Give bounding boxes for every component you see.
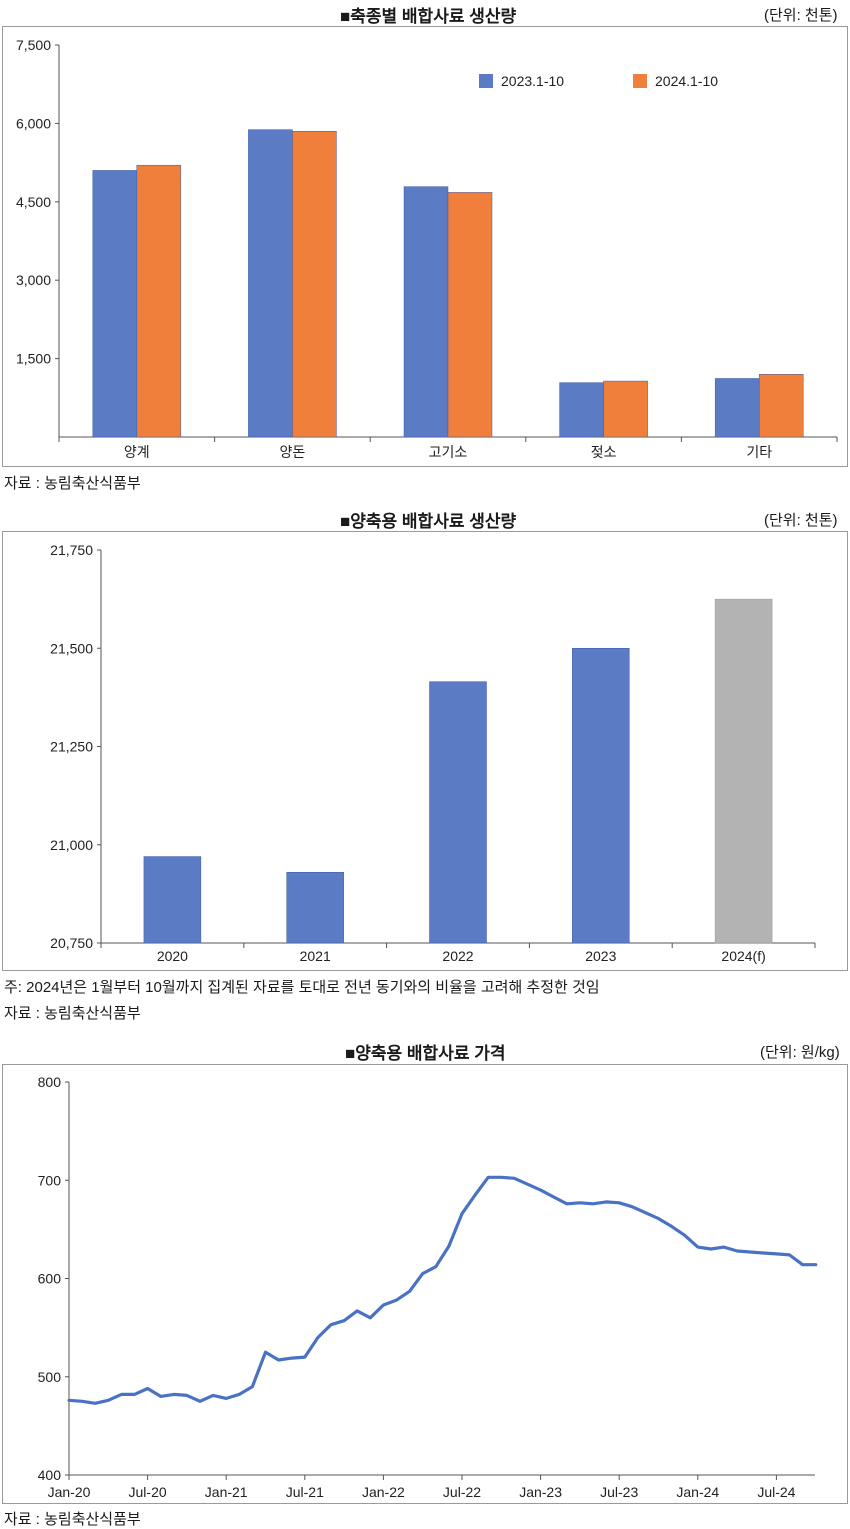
chart1-legend-swatch [479, 74, 493, 88]
chart2-panel: 20,750 21,000 21,250 21,500 21,750 2020 2021 20… [2, 531, 848, 971]
chart3-y-tick-label: 800 [38, 1074, 62, 1090]
chart3-unit: (단위: 원/kg) [760, 1044, 840, 1061]
chart3-x-tick-label: Jan-23 [519, 1484, 562, 1500]
chart1-legend-swatch [633, 74, 647, 88]
chart2-x-tick-label: 2022 [442, 948, 473, 964]
chart1-x-tick-label: 기타 [746, 444, 772, 460]
chart1-x-tick-label: 고기소 [429, 444, 468, 460]
chart1-bar [714, 378, 760, 438]
chart1-y-tick-label: 7,500 [16, 37, 51, 53]
chart1-x-tick-label: 양돈 [280, 444, 306, 460]
chart3-series-line [67, 1175, 818, 1405]
chart1-y-tick-label: 4,500 [16, 194, 51, 210]
chart1-y-tick-label: 1,500 [16, 351, 51, 367]
chart3-y-tick-label: 400 [38, 1467, 62, 1483]
chart2-y-tick-label: 21,250 [50, 739, 93, 755]
chart1-bar [92, 170, 138, 438]
chart1-source: 자료 : 농림축산식품부 [4, 475, 141, 492]
chart3-title: ■양축용 배합사료 가격 [345, 1044, 506, 1063]
chart3-y-tick-label: 500 [38, 1369, 62, 1385]
chart1-legend-label: 2024.1-10 [655, 73, 718, 89]
chart1-panel: 1,500 3,000 4,500 6,000 7,500 양계 양돈 고기소 젖소 기타 2023… [2, 26, 848, 467]
chart3-y-tick-label: 600 [38, 1271, 62, 1287]
chart2-x-tick-label: 2023 [585, 948, 616, 964]
chart3-x-tick-label: Jul-20 [129, 1484, 167, 1500]
chart1-bar [403, 186, 449, 438]
chart1-bar [758, 374, 804, 438]
chart1-y-tick-label: 3,000 [16, 272, 51, 288]
chart1-x-tick-label: 양계 [124, 444, 150, 460]
chart3-x-tick-label: Jul-23 [600, 1484, 638, 1500]
chart2-y-tick-label: 21,750 [50, 542, 93, 558]
chart3-x-tick-label: Jul-24 [757, 1484, 795, 1500]
chart3-panel: 400 500 600 700 800 Jan-20 Jul-20 Jan-21 Jul-21 J… [2, 1064, 848, 1504]
chart2-svg: 20,750 21,000 21,250 21,500 21,750 2020 2021 20… [50, 542, 816, 964]
chart2-bar [286, 872, 344, 944]
chart3-x-tick-label: Jul-21 [286, 1484, 324, 1500]
chart3-source: 자료 : 농림축산식품부 [4, 1511, 141, 1528]
chart1-legend-label: 2023.1-10 [501, 73, 564, 89]
chart3-x-tick-label: Jan-24 [676, 1484, 719, 1500]
chart1-unit: (단위: 천톤) [764, 7, 838, 24]
chart2-x-tick-label: 2021 [300, 948, 331, 964]
chart1-bar [603, 380, 648, 438]
chart1-y-tick-label: 6,000 [16, 115, 51, 131]
chart2-y-tick-label: 21,000 [50, 837, 93, 853]
chart1-bar [292, 130, 337, 438]
chart1-title: ■축종별 배합사료 생산량 [340, 7, 517, 26]
chart3-x-tick-label: Jan-20 [48, 1484, 91, 1500]
chart2-x-tick-label: 2024(f) [721, 948, 765, 964]
chart2-bar [714, 598, 773, 944]
chart3-x-tick-label: Jul-22 [443, 1484, 481, 1500]
chart2-bar [143, 856, 202, 944]
chart2-x-tick-label: 2020 [157, 948, 188, 964]
chart2-bar [429, 681, 487, 944]
chart1-bar [559, 382, 604, 438]
chart1-bar [447, 192, 493, 438]
chart1-bar [136, 164, 182, 438]
chart2-bar [572, 648, 630, 944]
chart2-title: ■양축용 배합사료 생산량 [340, 512, 517, 531]
chart3-svg: 400 500 600 700 800 Jan-20 Jul-20 Jan-21 Jul-21 J… [38, 1074, 818, 1500]
chart1-svg: 1,500 3,000 4,500 6,000 7,500 양계 양돈 고기소 젖소 기타 2023… [16, 37, 838, 460]
chart2-source: 자료 : 농림축산식품부 [4, 1005, 141, 1022]
chart2-y-tick-label: 20,750 [50, 935, 93, 951]
chart1-x-tick-label: 젖소 [591, 444, 617, 460]
chart3-x-tick-label: Jan-22 [362, 1484, 405, 1500]
chart2-unit: (단위: 천톤) [764, 512, 838, 529]
chart2-y-tick-label: 21,500 [50, 640, 93, 656]
chart2-note: 주: 2024년은 1월부터 10월까지 집계된 자료를 토대로 전년 동기와의… [4, 979, 600, 996]
chart3-y-tick-label: 700 [38, 1172, 62, 1188]
chart1-bar [248, 129, 293, 438]
chart3-x-tick-label: Jan-21 [205, 1484, 248, 1500]
